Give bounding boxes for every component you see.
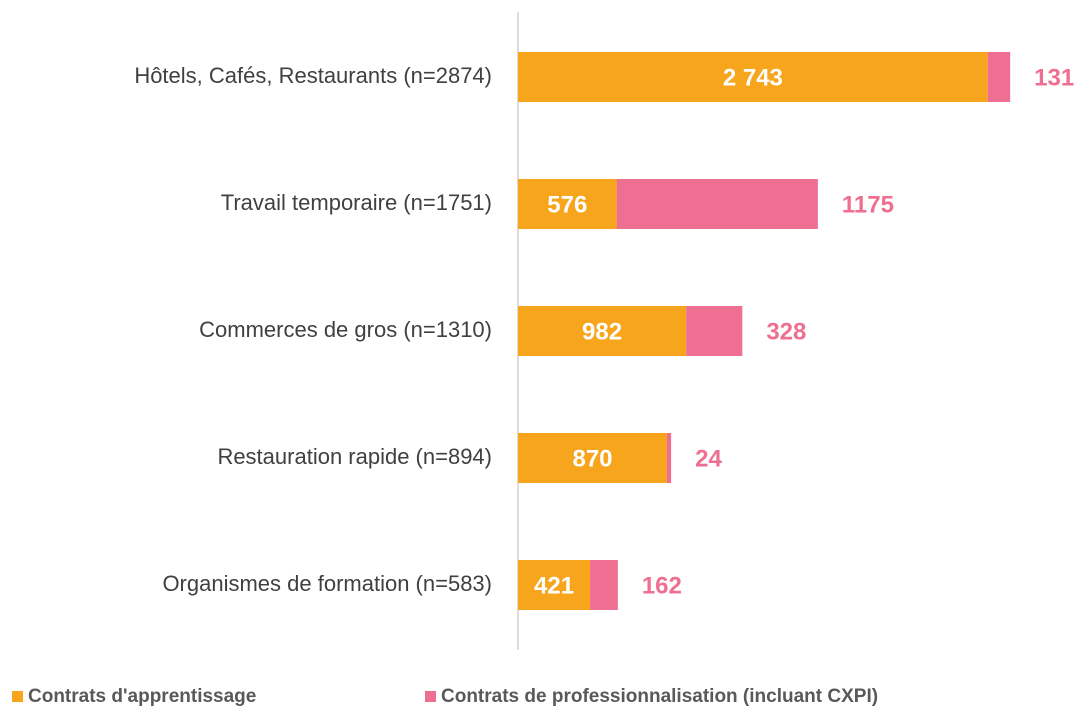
- bar-segment: [518, 306, 687, 356]
- bar-segment: [590, 560, 618, 610]
- value-label: 421: [534, 572, 574, 599]
- value-label: 328: [766, 318, 806, 345]
- category-label: Hôtels, Cafés, Restaurants (n=2874): [134, 63, 492, 88]
- legend-label: Contrats de professionnalisation (inclua…: [441, 686, 878, 707]
- category-label: Travail temporaire (n=1751): [221, 190, 492, 215]
- value-label: 1175: [842, 191, 894, 218]
- value-label: 870: [572, 445, 612, 472]
- bar-segment: [616, 179, 818, 229]
- value-label: 982: [582, 318, 622, 345]
- value-label: 24: [695, 445, 722, 472]
- value-label: 131: [1034, 64, 1074, 91]
- legend-label: Contrats d'apprentissage: [28, 686, 256, 707]
- bar-segment: [518, 560, 591, 610]
- bar-segment: [518, 433, 667, 483]
- legend-swatch: [425, 691, 436, 702]
- bar-segment: [518, 179, 617, 229]
- category-label: Commerces de gros (n=1310): [199, 317, 492, 342]
- category-label: Organismes de formation (n=583): [162, 571, 492, 596]
- value-label: 162: [642, 572, 682, 599]
- bar-segment: [686, 306, 743, 356]
- bar-segment: [666, 433, 672, 483]
- value-label: 576: [547, 191, 587, 218]
- legend-swatch: [12, 691, 23, 702]
- value-label: 2 743: [723, 64, 783, 91]
- category-label: Restauration rapide (n=894): [217, 444, 492, 469]
- bar-segment: [987, 52, 1011, 102]
- bar-segment: [518, 52, 988, 102]
